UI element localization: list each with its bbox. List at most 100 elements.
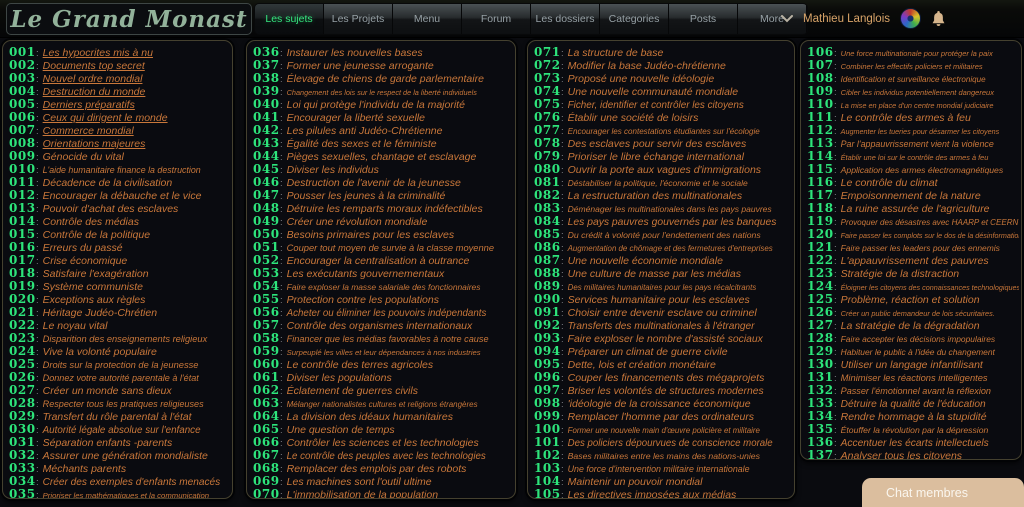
separator: : <box>36 191 39 202</box>
list-item: 007: Commerce mondial <box>9 124 230 137</box>
item-number: 127 <box>807 319 834 332</box>
nav-tab-posts[interactable]: Posts <box>669 4 738 34</box>
nav-tab-les-projets[interactable]: Les Projets <box>324 4 393 34</box>
item-number: 093 <box>534 332 561 345</box>
list-item: 101: Des policiers dépourvues de conscien… <box>534 436 792 449</box>
item-number: 101 <box>534 436 561 449</box>
separator: : <box>36 438 39 449</box>
topic-link[interactable]: Ceux qui dirigent le monde <box>42 112 168 124</box>
list-item: 107: Combiner les effectifs policiers et … <box>807 59 1019 72</box>
item-number: 090 <box>534 293 561 306</box>
item-number: 058 <box>253 332 280 345</box>
username[interactable]: Mathieu Langlois <box>803 12 890 25</box>
nav-tab-categories[interactable]: Categories <box>600 4 669 34</box>
item-number: 029 <box>9 410 36 423</box>
separator: : <box>834 256 837 267</box>
topic-label: Pièges sexuelles, chantage et esclavage <box>286 151 477 163</box>
topic-label: Augmenter les tueries pour désarmer les … <box>840 127 1000 136</box>
topic-label: Acheter ou éliminer les pouvoirs indépen… <box>286 308 487 319</box>
list-item: 070: L'immobilisation de la population <box>253 488 513 498</box>
site-logo[interactable]: Le Grand Monast <box>6 3 252 35</box>
item-number: 007 <box>9 124 36 137</box>
topic-link[interactable]: Orientations majeures <box>42 138 146 150</box>
separator: : <box>36 113 39 124</box>
list-item: 087: Une nouvelle économie mondiale <box>534 254 792 267</box>
topic-link[interactable]: Derniers préparatifs <box>42 99 135 111</box>
topic-label: Services humanitaire pour les esclaves <box>567 294 750 306</box>
item-number: 009 <box>9 150 36 163</box>
list-item: 043: Égalité des sexes et le féministe <box>253 137 513 150</box>
topic-link[interactable]: Commerce mondial <box>42 125 134 137</box>
notification-bell-icon[interactable] <box>931 10 946 27</box>
list-item: 028: Respecter tous les pratiques religie… <box>9 397 230 410</box>
item-number: 033 <box>9 462 36 475</box>
nav-tab-menu[interactable]: Menu <box>393 4 462 34</box>
item-number: 036 <box>253 46 280 59</box>
nav-tab-les-sujets[interactable]: Les sujets <box>255 4 324 34</box>
topic-label: Établir une loi sur le contrôle des arme… <box>840 153 989 162</box>
list-item: 010: L'aide humanitaire finance la destru… <box>9 163 230 176</box>
item-number: 129 <box>807 345 834 358</box>
separator: : <box>834 74 837 85</box>
item-number: 132 <box>807 384 834 397</box>
separator: : <box>834 217 837 228</box>
nav-tab-more[interactable]: More <box>738 4 807 34</box>
item-number: 026 <box>9 371 36 384</box>
separator: : <box>36 74 39 85</box>
topic-link[interactable]: Documents top secret <box>42 60 145 72</box>
topic-label: Diviser les populations <box>286 372 392 384</box>
separator: : <box>561 282 564 293</box>
user-avatar[interactable] <box>900 8 921 29</box>
item-number: 099 <box>534 410 561 423</box>
list-item: 095: Dette, lois et création monétaire <box>534 358 792 371</box>
topic-label: Les exécutants gouvernementaux <box>286 268 445 280</box>
topic-label: Créer une révolution mondiale <box>286 216 428 228</box>
nav-tab-les-dossiers[interactable]: Les dossiers <box>531 4 600 34</box>
item-number: 065 <box>253 423 280 436</box>
item-number: 118 <box>807 202 834 215</box>
separator: : <box>834 191 837 202</box>
separator: : <box>280 87 283 98</box>
separator: : <box>834 399 837 410</box>
topic-link[interactable]: Nouvel ordre mondial <box>42 73 143 85</box>
chat-members-button[interactable]: Chat membres <box>862 478 1024 507</box>
list-item: 067: Le contrôle des peuples avec les tec… <box>253 449 513 462</box>
topic-list-column-4: 106: Une force multinationale pour protég… <box>800 40 1022 460</box>
list-item: 051: Couper tout moyen de survie à la cla… <box>253 241 513 254</box>
topic-link[interactable]: Les hypocrites mis à nu <box>42 47 153 59</box>
topic-label: Décadence de la civilisation <box>42 177 173 189</box>
topic-label: Les pilules anti Judéo-Chrétienne <box>286 125 443 137</box>
item-number: 011 <box>9 176 36 189</box>
topic-label: Le contrôle des armes à feu <box>840 112 971 124</box>
list-item: 012: Encourager la débauche et le vice <box>9 189 230 202</box>
list-item: 084: Les pays pauvres gouvernés par les b… <box>534 215 792 228</box>
topic-link[interactable]: Destruction du monde <box>42 86 146 98</box>
item-number: 031 <box>9 436 36 449</box>
list-item: 129: Habituer le public à l'idée du chang… <box>807 345 1019 358</box>
item-number: 085 <box>534 228 561 241</box>
topic-label: Respecter tous les pratiques religieuses <box>42 399 204 409</box>
separator: : <box>280 399 283 410</box>
list-item: 052: Encourager la centralisation à outra… <box>253 254 513 267</box>
list-item: 071: La structure de base <box>534 46 792 59</box>
topic-label: Crise économique <box>42 255 128 267</box>
list-item: 098:'idéologie de la croissance économiq… <box>534 397 792 410</box>
topic-label: Autorité légale absolue sur l'enfance <box>42 425 201 436</box>
separator: : <box>36 87 39 98</box>
item-number: 120 <box>807 228 834 241</box>
topic-label: Contrôle des organismes internationaux <box>286 320 473 332</box>
topic-label: Surpeuplé les villes et leur dépendances… <box>286 348 481 357</box>
list-item: 092: Transferts des multinationales à l'é… <box>534 319 792 332</box>
topic-label: Les directives imposées aux médias <box>567 489 737 499</box>
separator: : <box>561 334 564 345</box>
nav-tab-forum[interactable]: Forum <box>462 4 531 34</box>
list-item: 050: Besoins primaires pour les esclaves <box>253 228 513 241</box>
chevron-down-icon[interactable] <box>781 14 794 23</box>
item-number: 061 <box>253 371 280 384</box>
list-item: 039: Changement des lois sur le respect d… <box>253 85 513 98</box>
item-number: 025 <box>9 358 36 371</box>
topic-label: Financer que les médias favorables à not… <box>286 334 489 344</box>
topic-label: Disparition des enseignements religieux <box>42 334 208 344</box>
separator: : <box>280 191 283 202</box>
list-item: 019: Système communiste <box>9 280 230 293</box>
